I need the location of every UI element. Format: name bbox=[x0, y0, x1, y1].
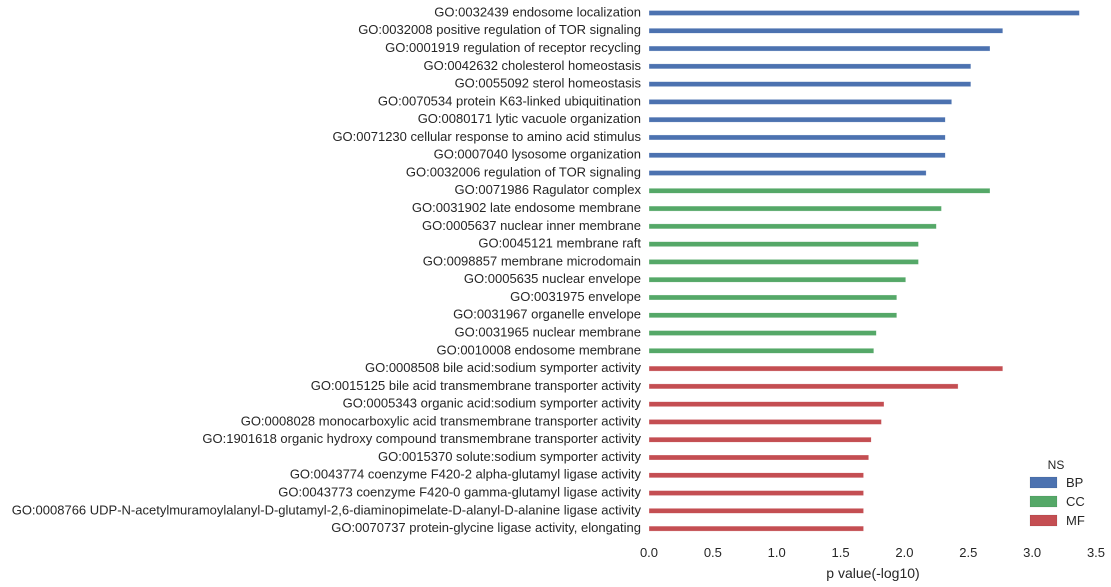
category-label: GO:0005635 nuclear envelope bbox=[464, 271, 641, 286]
bar-bp bbox=[648, 134, 946, 141]
category-label: GO:0010008 endosome membrane bbox=[436, 342, 641, 357]
category-label: GO:0042632 cholesterol homeostasis bbox=[423, 58, 641, 73]
legend-title: NS bbox=[1048, 458, 1065, 472]
category-label: GO:0031967 organelle envelope bbox=[453, 307, 641, 322]
category-label: GO:0070737 protein-glycine ligase activi… bbox=[331, 520, 641, 535]
category-label: GO:0032008 positive regulation of TOR si… bbox=[358, 22, 641, 37]
bar-bp bbox=[648, 99, 952, 105]
x-axis-ticks: 0.0 0.5 1.0 1.5 2.0 2.5 3.0 3.5 bbox=[640, 545, 1105, 560]
bar-mf bbox=[648, 419, 882, 425]
category-label: GO:0043774 coenzyme F420-2 alpha-glutamy… bbox=[290, 467, 642, 482]
category-label: GO:0007040 lysosome organization bbox=[434, 147, 641, 162]
bar-cc bbox=[648, 259, 919, 265]
category-label: GO:0032006 regulation of TOR signaling bbox=[406, 164, 641, 179]
bar-cc bbox=[648, 330, 877, 336]
legend-entries: BP CC MF bbox=[1029, 475, 1085, 528]
category-label: GO:0045121 membrane raft bbox=[478, 236, 641, 251]
bars-layer bbox=[648, 10, 1080, 532]
category-label: GO:0005343 organic acid:sodium symporter… bbox=[343, 396, 642, 411]
bar-mf bbox=[648, 490, 864, 496]
x-tick-label: 1.0 bbox=[768, 545, 786, 560]
legend-swatch-cc bbox=[1029, 495, 1058, 508]
x-tick-label: 0.5 bbox=[704, 545, 722, 560]
category-label: GO:0031902 late endosome membrane bbox=[412, 200, 641, 215]
x-tick-label: 2.5 bbox=[959, 545, 977, 560]
bar-bp bbox=[648, 45, 991, 52]
bar-mf bbox=[648, 508, 864, 514]
category-label: GO:0008028 monocarboxylic acid transmemb… bbox=[241, 413, 642, 428]
bar-mf bbox=[648, 436, 872, 443]
category-label: GO:0031965 nuclear membrane bbox=[455, 324, 641, 339]
bar-mf bbox=[648, 525, 864, 532]
bar-mf bbox=[648, 383, 959, 390]
bar-bp bbox=[648, 152, 946, 158]
category-label: GO:0015125 bile acid transmembrane trans… bbox=[311, 378, 642, 393]
bar-bp bbox=[648, 170, 927, 176]
category-label: GO:0032439 endosome localization bbox=[434, 4, 641, 19]
bar-cc bbox=[648, 223, 937, 230]
bar-mf bbox=[648, 401, 885, 407]
category-label: GO:0071230 cellular response to amino ac… bbox=[332, 129, 641, 144]
category-label: GO:0070534 protein K63-linked ubiquitina… bbox=[378, 93, 641, 108]
legend-label-cc: CC bbox=[1066, 494, 1085, 509]
bar-bp bbox=[648, 63, 972, 70]
bar-cc bbox=[648, 241, 919, 247]
category-label: GO:0055092 sterol homeostasis bbox=[455, 76, 642, 91]
category-label: GO:0008766 UDP-N-acetylmuramoylalanyl-D-… bbox=[12, 502, 642, 517]
bar-bp bbox=[648, 81, 972, 87]
category-label: GO:1901618 organic hydroxy compound tran… bbox=[202, 431, 641, 446]
bar-cc bbox=[648, 312, 898, 319]
bar-bp bbox=[648, 28, 1004, 34]
category-label: GO:0005637 nuclear inner membrane bbox=[422, 218, 641, 233]
bar-bp bbox=[648, 10, 1080, 16]
category-labels: GO:0032439 endosome localization GO:00320… bbox=[12, 4, 642, 535]
bar-mf bbox=[648, 472, 864, 479]
category-label: GO:0008508 bile acid:sodium symporter ac… bbox=[365, 360, 642, 375]
category-label: GO:0098857 membrane microdomain bbox=[423, 253, 641, 268]
bar-cc bbox=[648, 276, 906, 283]
legend-label-bp: BP bbox=[1066, 475, 1083, 490]
bar-cc bbox=[648, 205, 942, 212]
x-tick-label: 3.5 bbox=[1087, 545, 1105, 560]
bar-mf bbox=[648, 365, 1004, 372]
x-axis-label: p value(-log10) bbox=[826, 565, 919, 581]
bar-cc bbox=[648, 294, 898, 301]
bar-cc bbox=[648, 188, 991, 194]
legend-swatch-mf bbox=[1029, 514, 1058, 527]
x-tick-label: 1.5 bbox=[832, 545, 850, 560]
bar-bp bbox=[648, 116, 946, 123]
category-label: GO:0043773 coenzyme F420-0 gamma-glutamy… bbox=[278, 484, 641, 499]
category-label: GO:0001919 regulation of receptor recycl… bbox=[385, 40, 641, 55]
legend-swatch-bp bbox=[1029, 476, 1058, 489]
bar-cc bbox=[648, 348, 875, 354]
legend: NS BP CC MF bbox=[1029, 458, 1085, 528]
x-tick-label: 3.0 bbox=[1023, 545, 1041, 560]
category-label: GO:0031975 envelope bbox=[510, 289, 641, 304]
category-label: GO:0015370 solute:sodium symporter activ… bbox=[378, 449, 642, 464]
bar-mf bbox=[648, 454, 869, 461]
legend-label-mf: MF bbox=[1066, 513, 1085, 528]
x-tick-label: 2.0 bbox=[895, 545, 913, 560]
category-label: GO:0071986 Ragulator complex bbox=[455, 182, 642, 197]
x-tick-label: 0.0 bbox=[640, 545, 658, 560]
category-label: GO:0080171 lytic vacuole organization bbox=[418, 111, 641, 126]
